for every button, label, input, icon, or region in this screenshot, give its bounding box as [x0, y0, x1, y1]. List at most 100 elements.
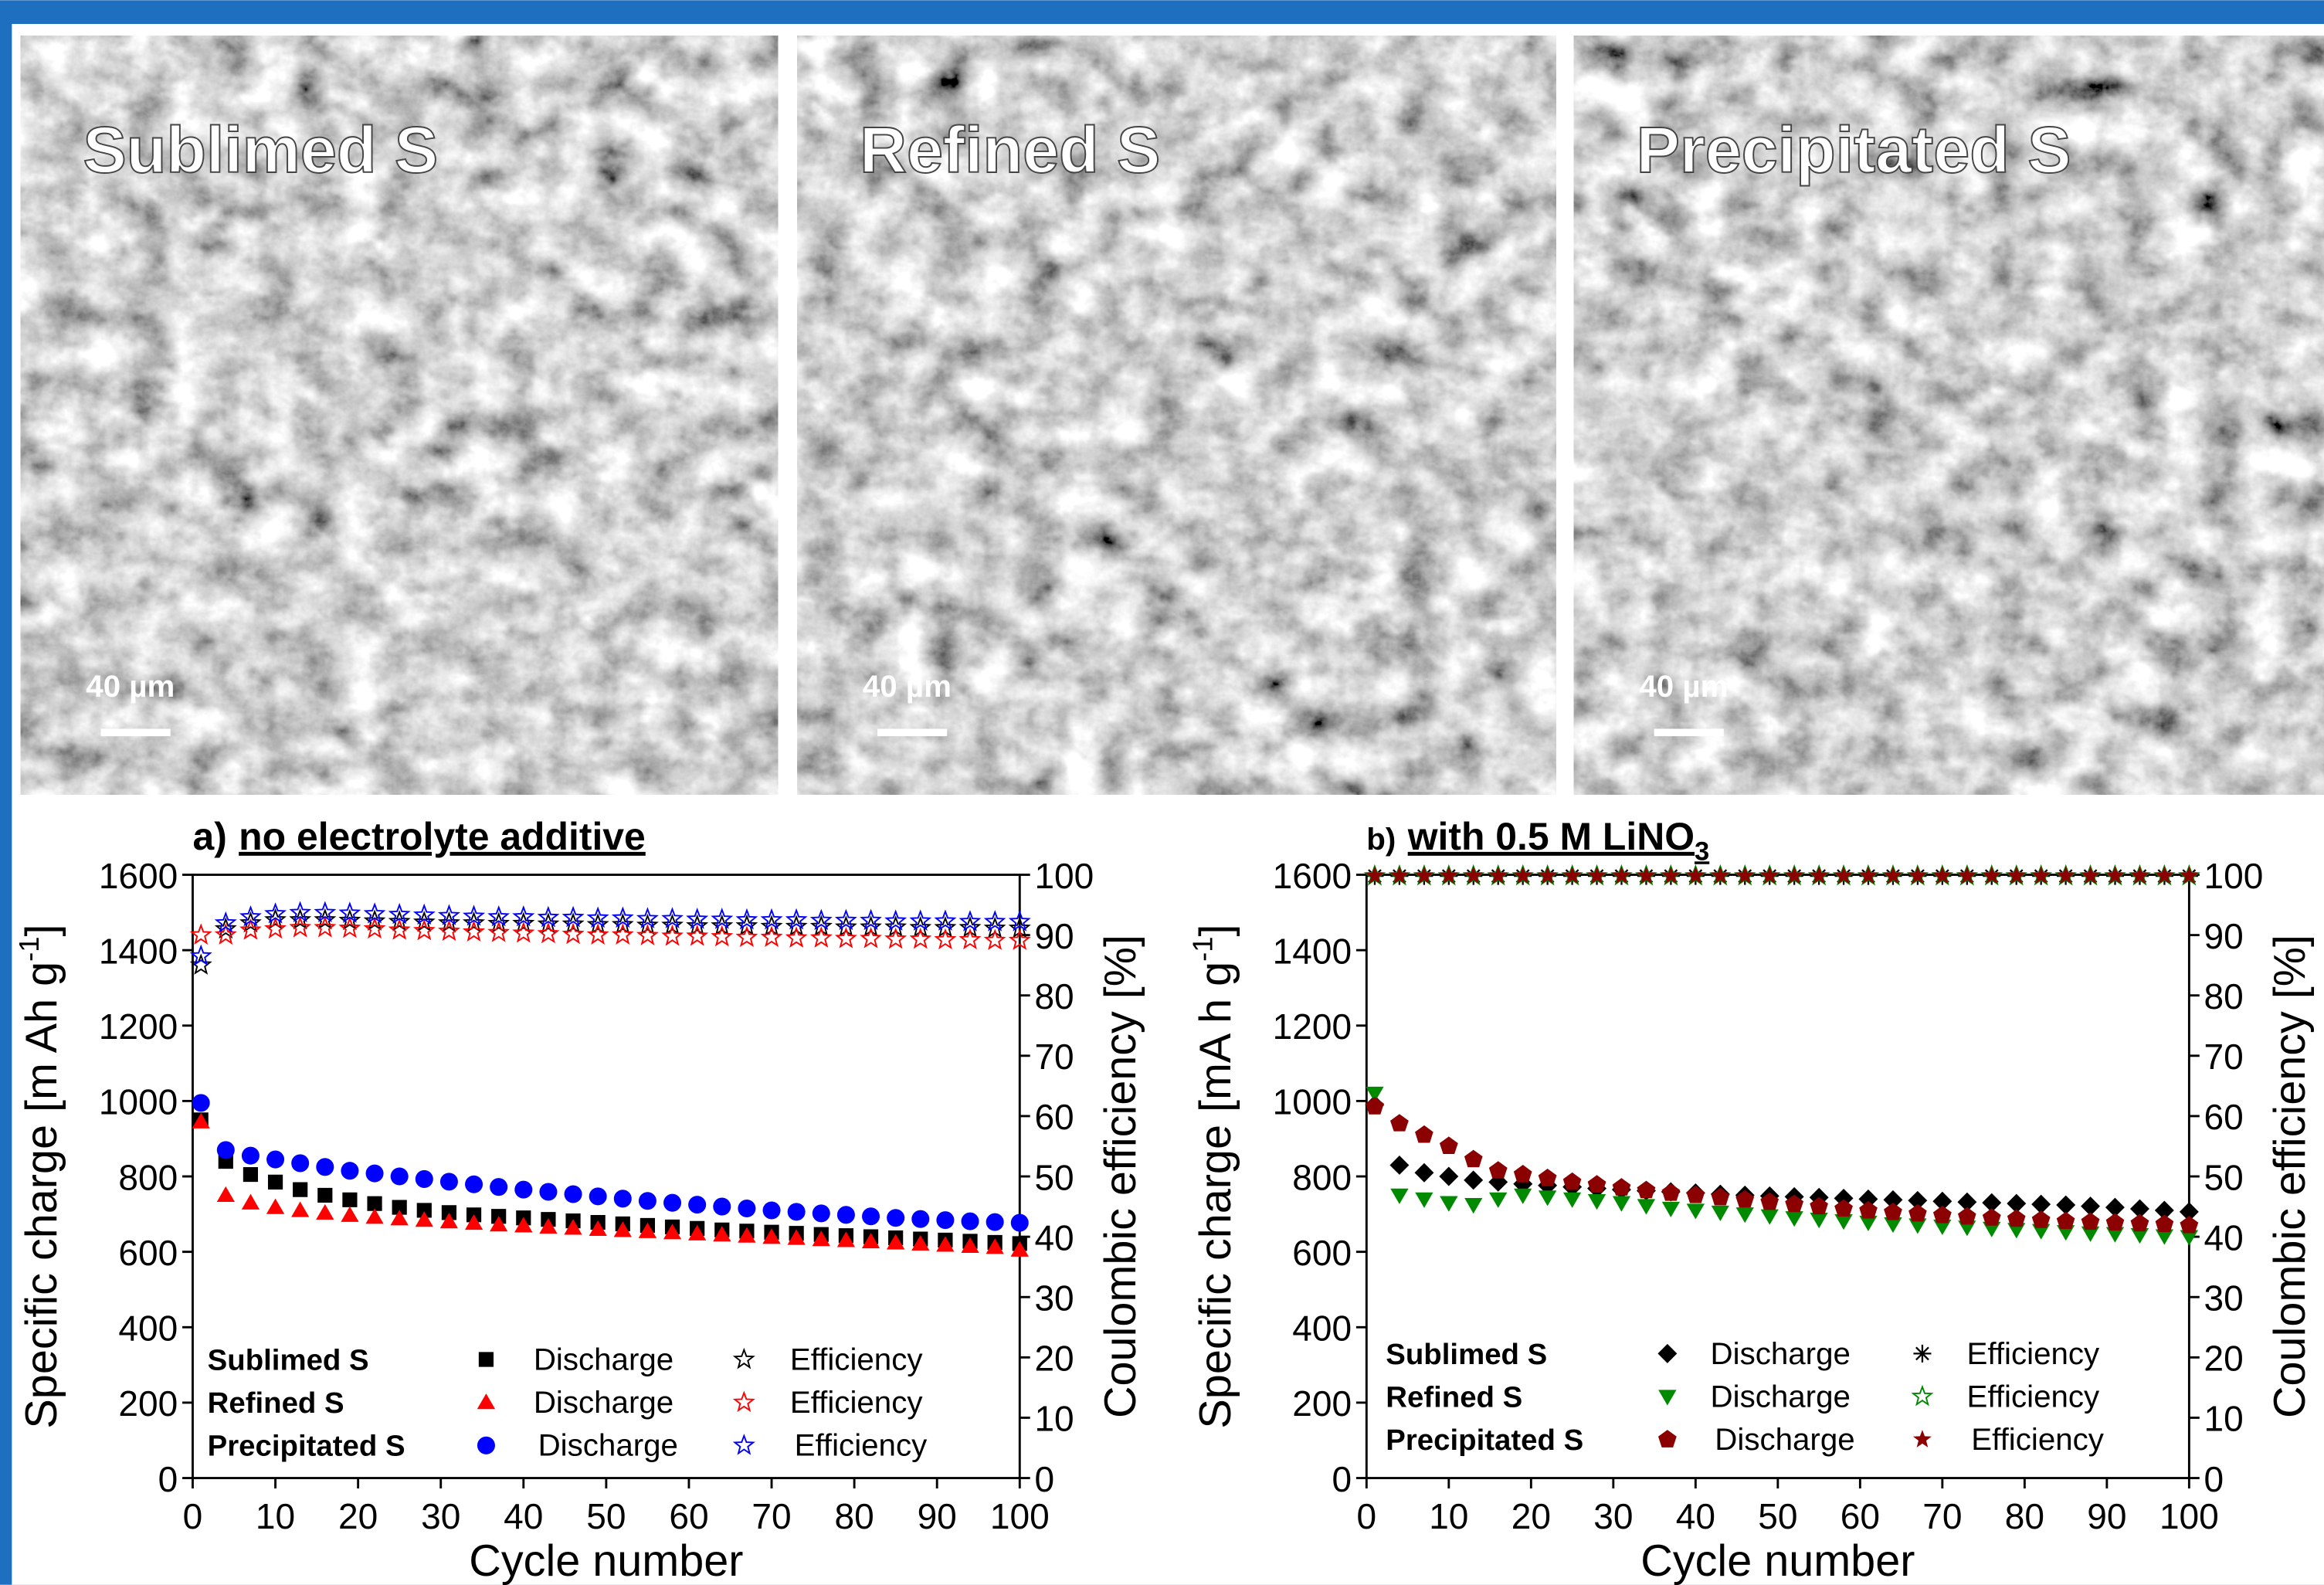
title-text: no electrolyte additive: [239, 815, 646, 858]
x-tick-label: 30: [1593, 1496, 1633, 1536]
y2-tick-label: 90: [1034, 916, 1074, 956]
y-axis-label: Specific charge [mA h g-1]: [1187, 924, 1240, 1428]
legend-group: Sublimed S: [208, 1343, 369, 1376]
x-tick-label: 40: [1676, 1496, 1715, 1536]
marker: [266, 1151, 284, 1169]
marker: [565, 1185, 582, 1203]
y2-tick-label: 50: [1034, 1157, 1074, 1197]
x-tick-label: 20: [1511, 1496, 1551, 1536]
marker: [887, 1209, 904, 1227]
legend-group: Refined S: [1386, 1380, 1522, 1414]
marker: [962, 1213, 979, 1230]
x-tick-label: 60: [669, 1496, 708, 1536]
image-label: Refined S: [860, 114, 1160, 186]
title-text: with 0.5 M LiNO: [1407, 815, 1695, 858]
x-tick-label: 0: [183, 1496, 203, 1536]
marker: [639, 1192, 656, 1210]
y-axis-label-text: Specific charge [m Ah g: [17, 962, 66, 1429]
y-tick-label: 400: [118, 1308, 178, 1349]
y-tick-label: 200: [118, 1383, 178, 1424]
legend-label: Discharge: [1711, 1379, 1851, 1414]
marker: [416, 1170, 433, 1188]
marker: [539, 1183, 557, 1201]
y-tick-label: 1600: [99, 856, 178, 896]
marker: [192, 1094, 210, 1112]
x-tick-label: 30: [421, 1496, 460, 1536]
legend-label: Efficiency: [1971, 1422, 2105, 1457]
marker: [366, 1165, 384, 1183]
panel-label: a): [192, 815, 226, 858]
legend-marker: [477, 1437, 495, 1454]
marker: [291, 1154, 309, 1172]
y2-tick-label: 20: [2204, 1339, 2244, 1379]
y-tick-label: 1200: [99, 1006, 178, 1047]
scale-bar-label: 40 µm: [1639, 669, 1728, 704]
marker: [242, 1147, 260, 1165]
marker: [911, 1210, 929, 1228]
marker: [614, 1190, 632, 1207]
marker: [341, 1162, 358, 1179]
y2-tick-label: 10: [2204, 1399, 2244, 1439]
marker: [986, 1213, 1004, 1231]
y-axis-label-text: Specific charge [mA h g: [1191, 962, 1240, 1429]
legend-label: Discharge: [534, 1385, 673, 1420]
marker: [317, 1188, 332, 1203]
marker: [663, 1194, 681, 1212]
marker: [514, 1181, 532, 1199]
y-tick-label: 0: [1332, 1459, 1352, 1499]
x-tick-label: 90: [918, 1496, 957, 1536]
figure: Sublimed S40 µmRefined S40 µmPrecipitate…: [0, 0, 2324, 1585]
y-axis-label-sup: -1: [13, 936, 45, 961]
title-subscript: 3: [1695, 837, 1709, 866]
y-axis-label-sup: -1: [1187, 936, 1219, 961]
marker: [440, 1173, 458, 1190]
marker: [738, 1200, 755, 1217]
marker: [217, 1141, 235, 1159]
y2-tick-label: 30: [2204, 1278, 2244, 1319]
y2-axis-label: Coulombic efficiency [%]: [2265, 935, 2315, 1418]
legend-group: Precipitated S: [208, 1430, 405, 1463]
marker: [813, 1204, 830, 1222]
y-tick-label: 1000: [99, 1082, 178, 1122]
marker: [293, 1183, 307, 1197]
y2-tick-label: 30: [1034, 1278, 1074, 1319]
image-label: Precipitated S: [1637, 114, 2071, 186]
legend-group: Refined S: [208, 1386, 344, 1420]
y-tick-label: 200: [1292, 1383, 1352, 1424]
y-axis-label: Specific charge [m Ah g-1]: [13, 924, 66, 1428]
y2-tick-label: 100: [1034, 856, 1094, 896]
x-tick-label: 70: [751, 1496, 791, 1536]
y2-tick-label: 100: [2204, 856, 2264, 896]
y2-tick-label: 60: [2204, 1097, 2244, 1137]
page: Sublimed S40 µmRefined S40 µmPrecipitate…: [0, 0, 2324, 1585]
y-tick-label: 1600: [1273, 856, 1352, 896]
y-tick-label: 600: [1292, 1233, 1352, 1273]
y2-tick-label: 0: [1034, 1459, 1054, 1499]
legend-group: Sublimed S: [1386, 1338, 1547, 1371]
y2-tick-label: 20: [1034, 1339, 1074, 1379]
y2-tick-label: 70: [1034, 1037, 1074, 1077]
y2-axis-label: Coulombic efficiency [%]: [1096, 935, 1145, 1418]
legend-label: Discharge: [534, 1342, 673, 1376]
y2-tick-label: 80: [1034, 976, 1074, 1017]
x-tick-label: 20: [338, 1496, 378, 1536]
marker: [788, 1203, 806, 1220]
x-tick-label: 90: [2087, 1496, 2126, 1536]
legend-label: Efficiency: [1967, 1336, 2101, 1371]
image-label: Sublimed S: [83, 114, 438, 186]
x-tick-label: 10: [256, 1496, 295, 1536]
marker: [713, 1198, 731, 1216]
y2-tick-label: 90: [2204, 916, 2244, 956]
y2-tick-label: 0: [2204, 1459, 2224, 1499]
marker: [316, 1158, 334, 1176]
marker: [1011, 1214, 1029, 1232]
marker: [268, 1175, 283, 1190]
y-tick-label: 400: [1292, 1308, 1352, 1349]
x-tick-label: 80: [835, 1496, 874, 1536]
x-tick-label: 80: [2005, 1496, 2044, 1536]
legend-label: Discharge: [1715, 1422, 1854, 1457]
y-axis-label-end: ]: [17, 924, 66, 936]
legend-label: Efficiency: [790, 1385, 924, 1420]
x-tick-label: 100: [990, 1496, 1050, 1536]
x-tick-label: 60: [1841, 1496, 1880, 1536]
